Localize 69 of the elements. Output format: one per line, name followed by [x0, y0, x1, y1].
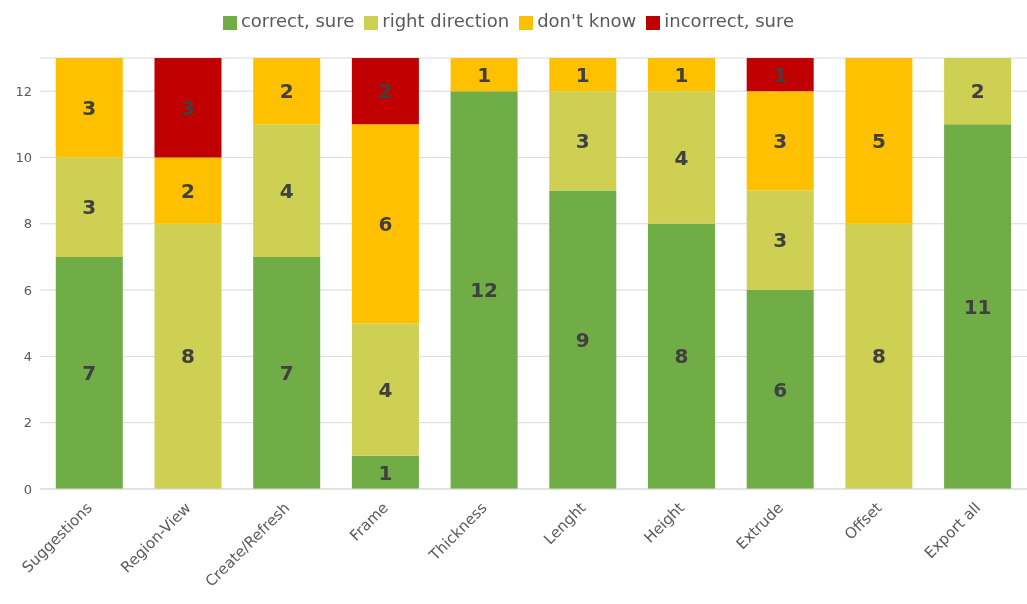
data-label: 3: [773, 228, 788, 253]
data-label: 1: [674, 62, 689, 87]
bar: [253, 124, 321, 257]
data-label: 2: [279, 79, 294, 104]
bar: [549, 58, 617, 92]
data-label: 6: [773, 377, 788, 402]
bar: [450, 58, 518, 92]
data-label: 1: [378, 460, 393, 485]
legend-label: correct, sure: [240, 10, 355, 31]
bar: [746, 190, 814, 291]
data-label: 8: [181, 344, 195, 369]
y-tick-label: 6: [23, 282, 32, 298]
legend-label: incorrect, sure: [664, 10, 795, 31]
data-label: 9: [575, 327, 590, 352]
bar: [253, 58, 321, 125]
bar: [55, 58, 123, 158]
bar: [647, 223, 715, 489]
bar: [746, 91, 814, 191]
bar: [351, 323, 419, 456]
data-label: 2: [181, 178, 195, 203]
legend-label: don't know: [537, 10, 637, 31]
data-label: 8: [871, 344, 886, 369]
data-label: 2: [970, 79, 985, 104]
bar: [351, 124, 419, 324]
data-label: 4: [378, 377, 393, 402]
bar: [154, 58, 222, 158]
bar: [647, 58, 715, 92]
data-label: 7: [82, 361, 97, 386]
data-label: 2: [378, 79, 393, 104]
data-label: 1: [477, 62, 492, 87]
y-tick-label: 8: [23, 216, 32, 232]
bar: [549, 91, 617, 191]
bar: [351, 455, 419, 489]
data-label: 4: [279, 178, 294, 203]
bar: [154, 157, 222, 224]
y-tick-label: 2: [23, 415, 32, 431]
bar: [549, 190, 617, 489]
data-label: 1: [773, 62, 788, 87]
data-label: 3: [575, 128, 590, 153]
y-tick-label: 12: [15, 83, 32, 99]
data-label: 1: [575, 62, 590, 87]
y-tick-label: 4: [23, 349, 32, 364]
data-label: 7: [279, 361, 294, 386]
data-label: 6: [378, 211, 393, 236]
bar: [450, 91, 518, 489]
bar: [845, 58, 913, 224]
bar: [845, 223, 913, 489]
data-label: 12: [470, 278, 499, 303]
bar: [746, 58, 814, 92]
bar: [55, 256, 123, 489]
data-label: 5: [871, 128, 886, 153]
data-label: 3: [181, 95, 195, 120]
bar: [253, 256, 321, 489]
bar: [647, 91, 715, 224]
y-tick-label: 0: [23, 481, 32, 497]
data-label: 11: [963, 294, 992, 319]
bar: [746, 290, 814, 489]
bar: [55, 157, 123, 257]
y-tick-label: 10: [15, 150, 32, 166]
legend-label: right direction: [382, 10, 510, 31]
bar: [944, 124, 1012, 489]
data-label: 8: [674, 344, 689, 369]
bar: [351, 58, 419, 125]
data-label: 3: [82, 95, 97, 120]
data-label: 3: [773, 128, 788, 153]
bar: [154, 223, 222, 489]
bar: [944, 58, 1012, 125]
data-label: 4: [674, 145, 689, 170]
data-label: 3: [82, 195, 97, 220]
